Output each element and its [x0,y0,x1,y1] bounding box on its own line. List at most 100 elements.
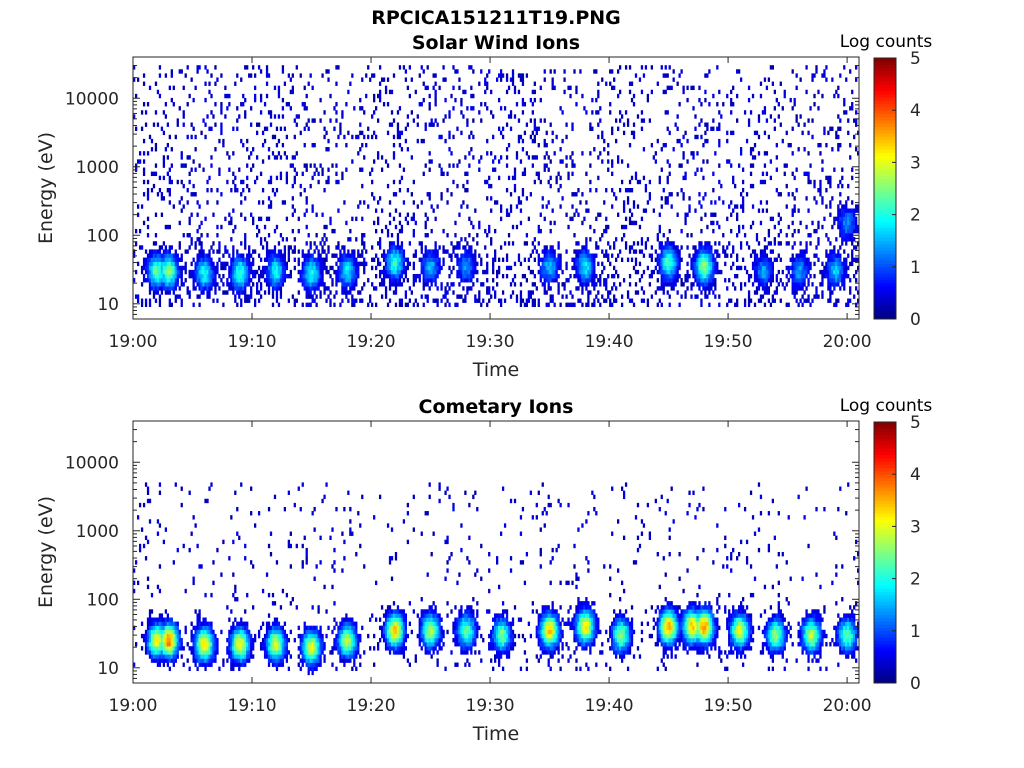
heatmap-cell [206,282,209,287]
heatmap-cell [505,208,509,213]
heatmap-cell [382,265,386,271]
heatmap-cell [174,278,177,283]
heatmap-cell [317,253,320,258]
heatmap-cell [305,196,308,201]
heatmap-cell [355,282,358,287]
heatmap-cell [436,265,439,271]
heatmap-cell [178,106,181,111]
heatmap-cell [164,257,168,262]
heatmap-cell [428,265,431,271]
heatmap-cell [561,138,564,144]
heatmap-cell [273,249,277,254]
heatmap-cell [632,200,636,205]
heatmap-cell [835,130,838,136]
heatmap-cell [341,245,344,250]
heatmap-cell [164,633,168,639]
heatmap-cell [801,261,804,267]
heatmap-cell [807,294,810,299]
heatmap-cell [652,155,655,160]
heatmap-cell [214,122,217,127]
heatmap-cell [337,273,340,279]
heatmap-cell [845,204,848,209]
heatmap-cell [444,138,447,144]
heatmap-cell [513,85,517,91]
heatmap-cell [371,257,374,262]
heatmap-cell [353,278,356,283]
heatmap-cell [319,118,322,123]
heatmap-cell [642,253,646,258]
heatmap-cell [807,278,810,283]
heatmap-cell [321,237,324,242]
heatmap-cell [291,204,294,209]
heatmap-cell [426,257,429,262]
heatmap-cell [680,294,683,299]
heatmap-cell [392,257,396,262]
heatmap-cell [319,278,322,283]
heatmap-cell [567,278,570,283]
heatmap-cell [605,224,608,230]
heatmap-cell [134,93,138,99]
heatmap-cell [559,159,562,164]
heatmap-cell [142,543,146,549]
heatmap-cell [206,265,209,271]
heatmap-cell [829,257,832,262]
heatmap-cell [587,261,590,267]
heatmap-cell [577,257,580,262]
heatmap-cell [622,208,626,213]
heatmap-cell [206,233,209,238]
heatmap-cell [434,93,437,99]
heatmap-cell [236,269,239,275]
heatmap-cell [753,257,757,262]
heatmap-cell [224,265,227,271]
heatmap-cell [373,130,376,136]
heatmap-cell [529,290,532,295]
heatmap-cell [589,269,592,275]
heatmap-cell [259,97,263,103]
heatmap-cell [613,77,616,82]
heatmap-cell [700,245,703,250]
heatmap-cell [855,204,858,209]
heatmap-cell [212,212,215,217]
heatmap-cell [545,142,548,148]
heatmap-cell [261,142,265,148]
heatmap-cell [795,261,798,267]
heatmap-cell [271,273,275,279]
heatmap-cell [642,298,646,303]
heatmap-cell [587,265,590,271]
heatmap-cell [303,102,306,107]
heatmap-cell [136,515,140,520]
heatmap-cell [833,282,836,287]
heatmap-cell [464,245,467,250]
heatmap-cell [803,253,806,258]
heatmap-cell [749,151,753,156]
heatmap-cell [708,253,711,258]
heatmap-cell [563,89,566,95]
heatmap-cell [555,273,558,279]
heatmap-cell [418,273,421,279]
heatmap-cell [246,257,249,262]
heatmap-cell [299,273,302,279]
heatmap-cell [164,269,168,275]
heatmap-cell [158,490,162,495]
heatmap-cell [351,294,354,299]
heatmap-cell [271,188,275,193]
heatmap-cell [462,89,465,95]
heatmap-cell [464,294,467,299]
heatmap-cell [698,257,701,262]
heatmap-cell [218,167,221,172]
heatmap-cell [396,249,400,254]
heatmap-cell [613,282,616,287]
heatmap-cell [793,294,796,299]
heatmap-cell [849,278,852,283]
heatmap-cell [777,212,780,217]
heatmap-cell [573,261,576,267]
heatmap-cell [797,269,800,275]
heatmap-cell [795,298,798,303]
heatmap-cell [460,269,463,275]
heatmap-cell [696,273,699,279]
heatmap-cell [819,142,822,148]
heatmap-cell [361,106,364,111]
heatmap-cell [448,302,451,308]
heatmap-cell [188,490,191,495]
heatmap-cell [791,220,794,226]
